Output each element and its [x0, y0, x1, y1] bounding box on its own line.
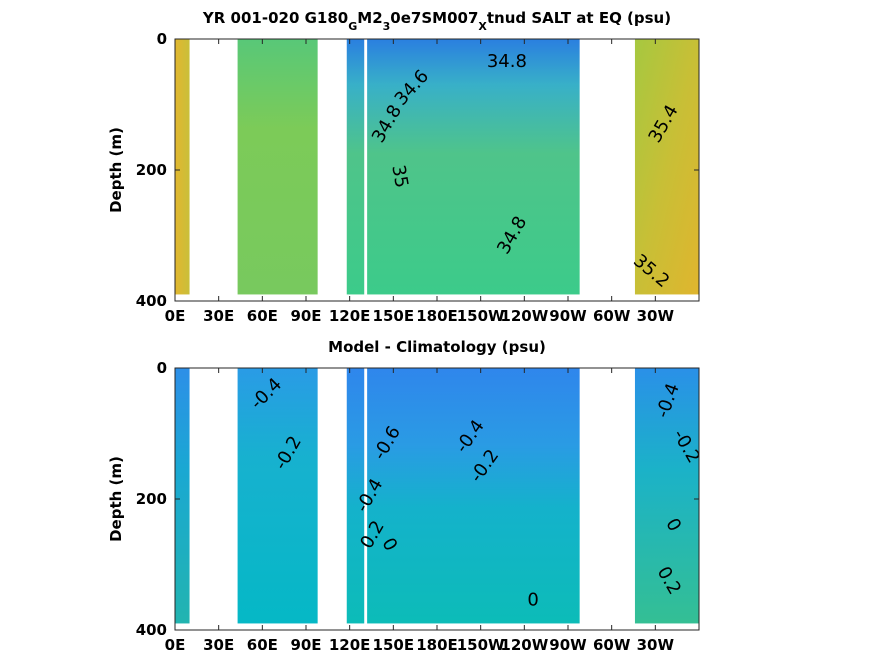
y-tick-label: 200 — [136, 161, 167, 179]
title-part: Model - Climatology (psu) — [328, 338, 546, 356]
title-part: 3 — [383, 20, 391, 33]
chart-title: Model - Climatology (psu) — [328, 338, 546, 356]
contour-label: 34.8 — [487, 51, 527, 72]
x-tick-label: 0E — [165, 307, 186, 325]
x-tick-label: 90W — [549, 307, 587, 325]
x-tick-label: 180E — [416, 636, 458, 654]
y-tick-label: 200 — [136, 490, 167, 508]
x-tick-label: 120E — [329, 636, 371, 654]
y-axis-label: Depth (m) — [107, 127, 125, 213]
y-tick-label: 0 — [157, 359, 167, 377]
x-tick-label: 150E — [373, 307, 415, 325]
title-part: tnud SALT at EQ (psu) — [487, 9, 671, 27]
x-tick-label: 30E — [203, 636, 234, 654]
y-tick-label: 0 — [157, 30, 167, 48]
x-tick-label: 90W — [549, 636, 587, 654]
ocean-section — [346, 39, 365, 295]
panel-2: -0.4-0.2 -0.6 -0.4-0.2-0.40.200-0.4-0.200.… — [107, 338, 704, 654]
y-axis-label: Depth (m) — [107, 456, 125, 542]
title-part: M2 — [357, 9, 382, 27]
y-tick-label: 400 — [136, 292, 167, 310]
ocean-section — [367, 39, 580, 295]
x-tick-label: 120W — [500, 307, 548, 325]
x-tick-label: 60W — [593, 636, 631, 654]
x-tick-label: 0E — [165, 636, 186, 654]
ocean-section — [634, 39, 699, 295]
ocean-section — [175, 39, 190, 295]
x-tick-label: 90E — [290, 307, 321, 325]
title-part: 0e7SM007 — [390, 9, 478, 27]
ocean-section — [175, 368, 190, 624]
ocean-section — [346, 368, 365, 624]
x-tick-label: 120E — [329, 307, 371, 325]
title-part: YR 001-020 G180 — [202, 9, 348, 27]
x-tick-label: 120W — [500, 636, 548, 654]
contour-label: 0 — [527, 590, 538, 611]
ocean-section — [367, 368, 580, 624]
x-tick-label: 30W — [637, 636, 675, 654]
x-tick-label: 150E — [373, 636, 415, 654]
x-tick-label: 30W — [637, 307, 675, 325]
x-tick-label: 150W — [457, 636, 505, 654]
x-tick-label: 60W — [593, 307, 631, 325]
contour-label: 35 — [387, 163, 412, 189]
x-tick-label: 60E — [247, 307, 278, 325]
x-tick-label: 150W — [457, 307, 505, 325]
ocean-section — [237, 39, 318, 295]
x-tick-label: 90E — [290, 636, 321, 654]
title-part: G — [348, 20, 357, 33]
title-part: X — [478, 20, 487, 33]
x-tick-label: 180E — [416, 307, 458, 325]
ocean-section — [634, 368, 699, 624]
ocean-section — [237, 368, 318, 624]
chart-title: YR 001-020 G180GM230e7SM007Xtnud SALT at… — [202, 9, 671, 33]
y-tick-label: 400 — [136, 621, 167, 639]
x-tick-label: 60E — [247, 636, 278, 654]
x-tick-label: 30E — [203, 307, 234, 325]
